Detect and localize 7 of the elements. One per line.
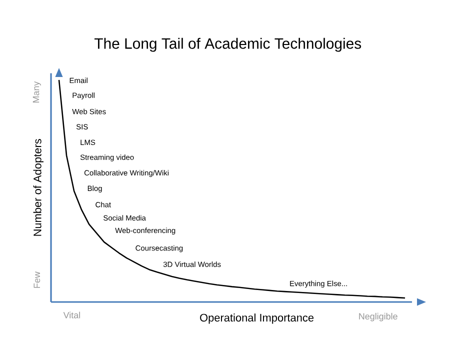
text: Many xyxy=(32,81,41,103)
x-axis-title: Operational Importance xyxy=(200,314,314,324)
text: Vital xyxy=(63,312,80,318)
y-axis-title: Number of Adopters xyxy=(33,139,44,236)
text: Few xyxy=(34,272,40,288)
chart-title: The Long Tail of Academic Technologies xyxy=(94,38,362,52)
text: Negligible xyxy=(359,312,398,322)
